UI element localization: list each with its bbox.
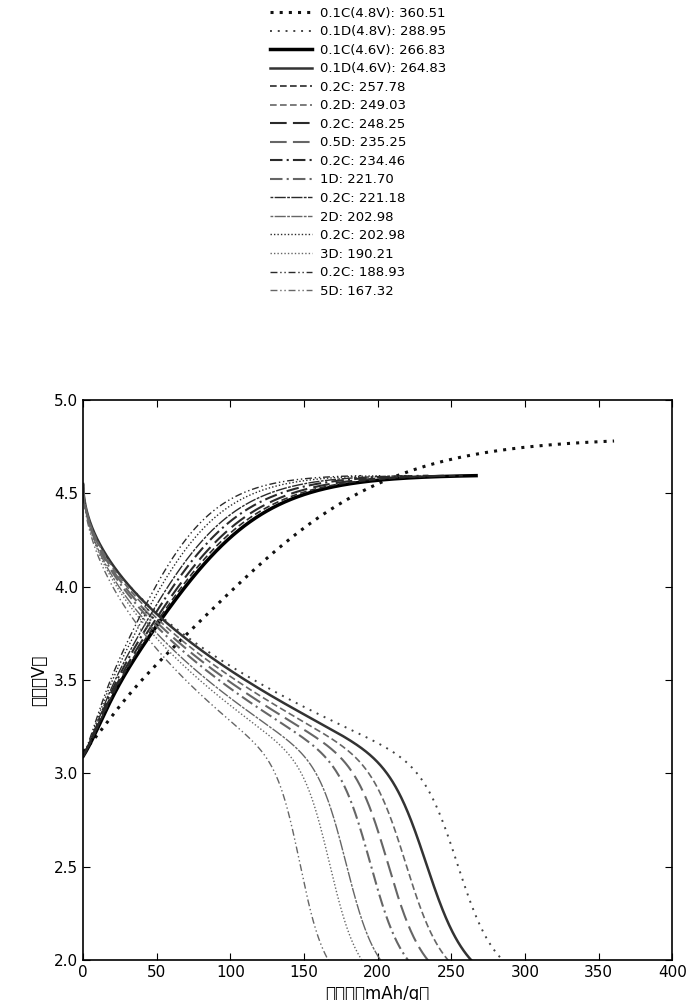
Legend: 0.1C(4.8V): 360.51, 0.1D(4.8V): 288.95, 0.1C(4.6V): 266.83, 0.1D(4.6V): 264.83, : 0.1C(4.8V): 360.51, 0.1D(4.8V): 288.95, … xyxy=(270,7,446,298)
X-axis label: 电容量（mAh/g）: 电容量（mAh/g） xyxy=(326,985,430,1000)
Y-axis label: 电位（V）: 电位（V） xyxy=(30,654,49,706)
